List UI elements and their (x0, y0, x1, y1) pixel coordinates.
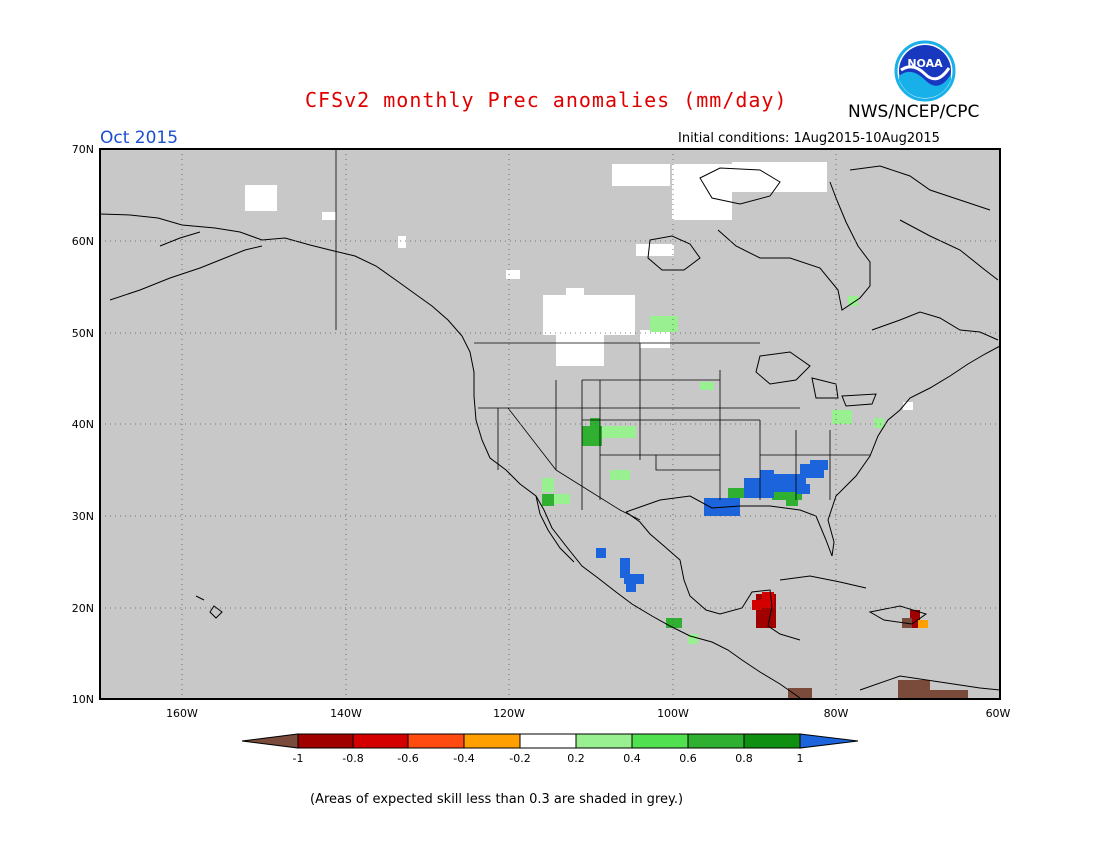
lat-label: 50N (72, 327, 94, 340)
graticule (100, 149, 1000, 699)
colorbar-swatch (297, 733, 354, 749)
initial-conditions: Initial conditions: 1Aug2015-10Aug2015 (678, 131, 940, 146)
lat-label: 20N (72, 602, 94, 615)
colorbar-high-arrow (799, 733, 859, 749)
colorbar-swatch (352, 733, 409, 749)
colorbar-swatch (631, 733, 689, 749)
colorbar-labels: -1 -0.8 -0.6 -0.4 -0.2 0.2 0.4 0.6 0.8 1 (293, 752, 804, 765)
colorbar-tick: 0.6 (679, 752, 697, 765)
political-borders (335, 149, 870, 521)
colorbar-tick: -1 (293, 752, 304, 765)
colorbar-swatch (519, 733, 577, 749)
map-frame (99, 148, 1001, 700)
agency-label: NWS/NCEP/CPC (848, 102, 980, 122)
colorbar-swatch (687, 733, 745, 749)
lon-label: 140W (330, 707, 362, 720)
colorbar-tick: 1 (797, 752, 804, 765)
lat-label: 60N (72, 235, 94, 248)
lon-label: 100W (657, 707, 689, 720)
colorbar-tick: -0.6 (397, 752, 418, 765)
blue-areas (596, 460, 828, 592)
colorbar-swatch (743, 733, 801, 749)
coastlines (100, 165, 1000, 699)
colorbar-swatch (407, 733, 465, 749)
colorbar-tick: 0.4 (623, 752, 641, 765)
near-zero-areas (245, 162, 913, 436)
colorbar-tick: -0.8 (342, 752, 363, 765)
longitude-labels: 160W 140W 120W 100W 80W 60W (166, 707, 1010, 720)
lon-label: 120W (493, 707, 525, 720)
colorbar-tick: -0.2 (509, 752, 530, 765)
colorbar-tick: -0.4 (453, 752, 474, 765)
map-title: CFSv2 monthly Prec anomalies (mm/day) (305, 88, 788, 112)
lon-label: 160W (166, 707, 198, 720)
colorbar-tick: 0.2 (567, 752, 585, 765)
lon-label: 80W (824, 707, 849, 720)
latitude-labels: 70N 60N 50N 40N 30N 20N 10N (72, 143, 94, 706)
colorbar-swatch (575, 733, 633, 749)
skill-note: (Areas of expected skill less than 0.3 a… (310, 792, 684, 807)
lon-label: 60W (986, 707, 1011, 720)
colorbar-swatch (463, 733, 521, 749)
lat-label: 70N (72, 143, 94, 156)
colorbar-low-arrow (241, 733, 299, 749)
noaa-logo-text: NOAA (907, 57, 943, 70)
colorbar (241, 733, 859, 749)
forecast-month: Oct 2015 (100, 128, 179, 148)
light-green-areas (542, 296, 884, 644)
lat-label: 40N (72, 418, 94, 431)
lat-label: 10N (72, 693, 94, 706)
lat-label: 30N (72, 510, 94, 523)
colorbar-tick: 0.8 (735, 752, 753, 765)
noaa-logo: NOAA (894, 40, 956, 102)
